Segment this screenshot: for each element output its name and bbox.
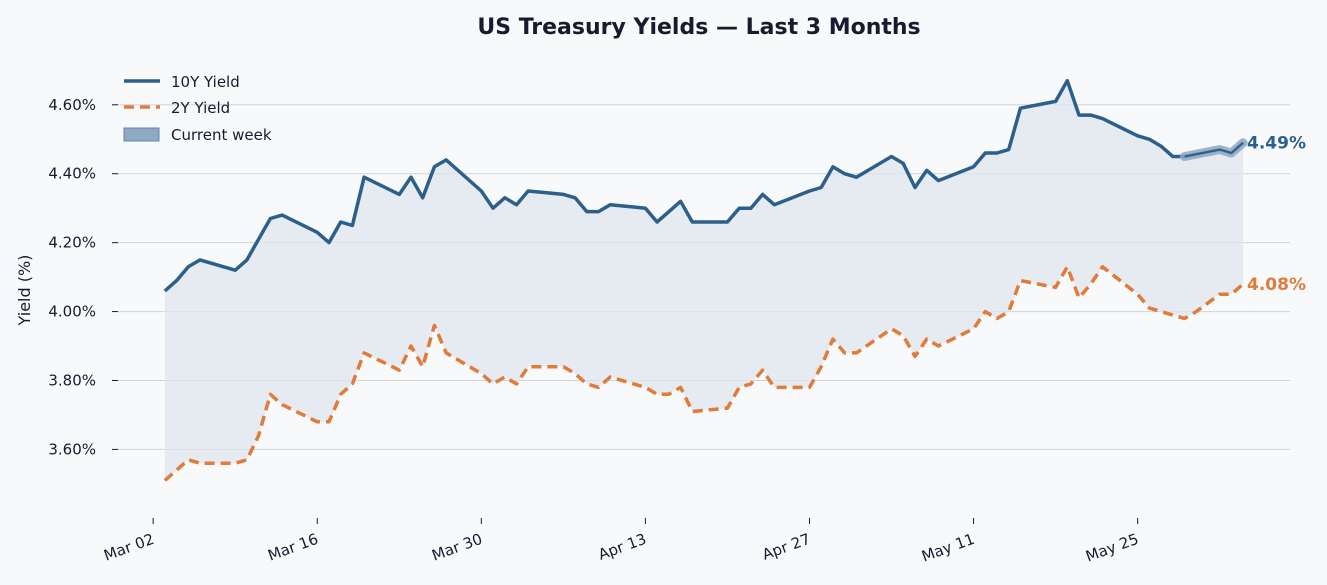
y-tick-label: 4.20% [48,234,96,252]
legend-label-current-week: Current week [171,126,272,144]
y-axis-label: Yield (%) [15,255,34,327]
current-week-layer [1180,138,1248,161]
spread-fill-layer [164,80,1244,481]
spread-fill [164,80,1244,481]
end-labels: 4.49% 4.08% [1247,134,1306,295]
y-tick-label: 3.80% [48,371,96,389]
legend-label-two-year: 2Y Yield [171,99,230,117]
ten-year-end-label: 4.49% [1247,134,1306,154]
legend-swatch-current-week [123,127,160,142]
legend: 10Y Yield 2Y Yield Current week [123,73,272,144]
two-year-end-label: 4.08% [1247,275,1306,295]
ten-year-line [163,78,1245,293]
series-layer [163,78,1245,482]
y-tick-label: 3.60% [48,440,96,458]
current-week-line [1184,141,1244,158]
chart-title: US Treasury Yields — Last 3 Months [477,15,920,40]
y-tick-label: 4.40% [48,165,96,183]
y-tick-label: 4.60% [48,96,96,114]
legend-label-ten-year: 10Y Yield [171,73,240,91]
y-tick-label: 4.00% [48,303,96,321]
